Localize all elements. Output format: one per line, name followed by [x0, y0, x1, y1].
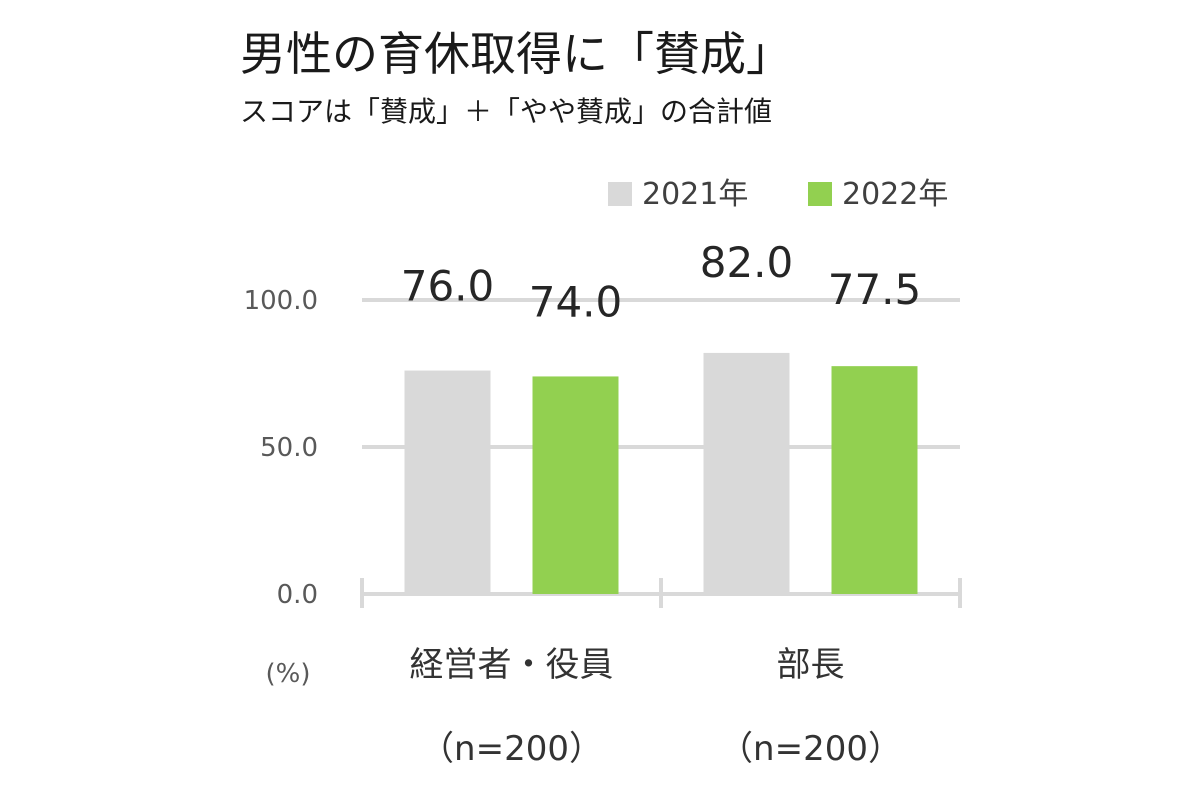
category-sample-size: （n=200） [719, 729, 902, 769]
bar-2021 [404, 370, 491, 594]
legend-swatch-2021 [608, 182, 632, 206]
bar-value-label: 76.0 [401, 262, 495, 311]
y-tick-label: 100.0 [244, 286, 318, 316]
legend-swatch-2022 [808, 182, 832, 206]
y-tick-label: 0.0 [277, 580, 318, 610]
chart-title: 男性の育休取得に「賛成」 [240, 27, 792, 81]
bar-value-label: 77.5 [828, 265, 922, 314]
unit-label: (%) [266, 659, 311, 689]
bar-value-label: 74.0 [529, 277, 623, 326]
legend-label: 2021年 [642, 177, 748, 212]
bar-2022 [532, 376, 619, 594]
bar-2021 [703, 352, 790, 594]
bar-value-label: 82.0 [700, 238, 794, 287]
category-sample-size: （n=200） [420, 729, 603, 769]
category-label: 部長 [777, 645, 845, 685]
legend-label: 2022年 [842, 177, 948, 212]
chart-subtitle: スコアは「賛成」＋「やや賛成」の合計値 [240, 95, 773, 128]
category-label: 経営者・役員 [410, 645, 614, 685]
y-tick-label: 50.0 [260, 433, 318, 463]
bar-2022 [831, 366, 918, 594]
